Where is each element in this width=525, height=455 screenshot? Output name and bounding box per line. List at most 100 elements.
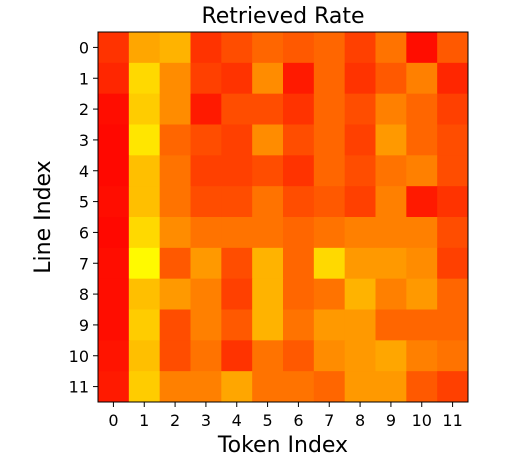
heatmap-cell-r3-c9 bbox=[375, 124, 407, 156]
heatmap-cell-r7-c3 bbox=[190, 247, 222, 280]
heatmap-cell-r7-c8 bbox=[344, 247, 376, 280]
heatmap-cell-r1-c7 bbox=[313, 62, 346, 95]
heatmap-cell-r8-c11 bbox=[437, 278, 469, 310]
heatmap-cell-r5-c7 bbox=[313, 186, 346, 218]
heatmap-cell-r11-c0 bbox=[98, 371, 130, 403]
y-tick-label: 3 bbox=[79, 131, 89, 150]
heatmap-cell-r4-c11 bbox=[437, 155, 469, 187]
heatmap-cell-r11-c4 bbox=[221, 371, 253, 403]
heatmap-cell-r8-c6 bbox=[283, 278, 315, 310]
heatmap-cell-r2-c10 bbox=[406, 93, 438, 125]
heatmap-cell-r4-c8 bbox=[344, 155, 376, 187]
heatmap-cell-r1-c4 bbox=[221, 62, 253, 95]
heatmap-cell-r4-c0 bbox=[98, 155, 130, 187]
heatmap-cell-r7-c5 bbox=[252, 247, 284, 280]
y-tick-label: 9 bbox=[79, 316, 89, 335]
heatmap-cell-r8-c9 bbox=[375, 278, 407, 310]
heatmap-cell-r11-c10 bbox=[406, 371, 438, 403]
heatmap-cell-r4-c9 bbox=[375, 155, 407, 187]
y-tick-label: 0 bbox=[79, 38, 89, 57]
heatmap-cell-r5-c5 bbox=[252, 186, 284, 218]
heatmap-cell-r1-c6 bbox=[283, 62, 315, 95]
heatmap-cell-r10-c5 bbox=[252, 340, 284, 372]
heatmap-cell-r3-c3 bbox=[190, 124, 222, 156]
heatmap-cell-r9-c11 bbox=[437, 309, 469, 341]
heatmap-cell-r10-c0 bbox=[98, 340, 130, 372]
heatmap-cell-r6-c4 bbox=[221, 217, 253, 249]
y-tick-label: 7 bbox=[79, 254, 89, 273]
heatmap-cell-r3-c2 bbox=[159, 124, 191, 156]
x-tick-label: 10 bbox=[412, 411, 432, 430]
heatmap-cell-r9-c7 bbox=[313, 309, 346, 341]
heatmap-cell-r6-c0 bbox=[98, 217, 130, 249]
heatmap-cell-r6-c7 bbox=[313, 217, 346, 249]
heatmap-cell-r8-c8 bbox=[344, 278, 376, 310]
y-tick-label: 2 bbox=[79, 100, 89, 119]
heatmap-cell-r9-c0 bbox=[98, 309, 130, 341]
x-tick-label: 9 bbox=[386, 411, 396, 430]
heatmap-cell-r11-c2 bbox=[159, 371, 191, 403]
x-tick-label: 0 bbox=[108, 411, 118, 430]
heatmap-cell-r2-c7 bbox=[313, 93, 346, 125]
heatmap-cell-r4-c10 bbox=[406, 155, 438, 187]
heatmap-cell-r8-c7 bbox=[313, 278, 346, 310]
heatmap-cell-r3-c7 bbox=[313, 124, 346, 156]
heatmap-cell-r3-c6 bbox=[283, 124, 315, 156]
y-tick-label: 10 bbox=[69, 347, 89, 366]
heatmap-cell-r9-c3 bbox=[190, 309, 222, 341]
heatmap-cell-r6-c5 bbox=[252, 217, 284, 249]
heatmap-cell-r6-c8 bbox=[344, 217, 376, 249]
heatmap-cell-r10-c9 bbox=[375, 340, 407, 372]
heatmap-cell-r11-c11 bbox=[437, 371, 469, 403]
heatmap-cell-r0-c2 bbox=[159, 32, 191, 64]
heatmap-cell-r2-c11 bbox=[437, 93, 469, 125]
heatmap-cell-r5-c11 bbox=[437, 186, 469, 218]
y-tick-label: 6 bbox=[79, 223, 89, 242]
heatmap-cell-r11-c3 bbox=[190, 371, 222, 403]
heatmap-cell-r6-c9 bbox=[375, 217, 407, 249]
heatmap-cell-r4-c1 bbox=[128, 155, 161, 187]
heatmap-cell-r0-c1 bbox=[128, 32, 161, 64]
heatmap-cell-r5-c8 bbox=[344, 186, 376, 218]
chart-title: Retrieved Rate bbox=[201, 4, 364, 29]
heatmap-cell-r4-c6 bbox=[283, 155, 315, 187]
y-tick-label: 11 bbox=[69, 378, 89, 397]
heatmap-cell-r1-c2 bbox=[159, 62, 191, 95]
heatmap-cell-r9-c9 bbox=[375, 309, 407, 341]
heatmap-cell-r9-c6 bbox=[283, 309, 315, 341]
x-tick-label: 1 bbox=[139, 411, 149, 430]
heatmap-cell-r9-c8 bbox=[344, 309, 376, 341]
heatmap-cell-r0-c4 bbox=[221, 32, 253, 64]
heatmap-cell-r5-c10 bbox=[406, 186, 438, 218]
heatmap-cell-r7-c4 bbox=[221, 247, 253, 280]
heatmap-cell-r8-c5 bbox=[252, 278, 284, 310]
x-tick-label: 6 bbox=[293, 411, 303, 430]
x-tick-label: 7 bbox=[324, 411, 334, 430]
heatmap-cell-r10-c4 bbox=[221, 340, 253, 372]
heatmap-cell-r2-c0 bbox=[98, 93, 130, 125]
heatmap-cell-r9-c5 bbox=[252, 309, 284, 341]
heatmap-cell-r0-c10 bbox=[406, 32, 438, 64]
heatmap-cell-r10-c6 bbox=[283, 340, 315, 372]
heatmap-cell-r8-c10 bbox=[406, 278, 438, 310]
heatmap-cell-r6-c2 bbox=[159, 217, 191, 249]
y-tick-label: 8 bbox=[79, 285, 89, 304]
heatmap-cell-r10-c10 bbox=[406, 340, 438, 372]
x-tick-label: 8 bbox=[355, 411, 365, 430]
heatmap-cell-r1-c8 bbox=[344, 62, 376, 95]
heatmap-cell-r3-c8 bbox=[344, 124, 376, 156]
y-axis-label: Line Index bbox=[31, 160, 56, 273]
heatmap-cell-r2-c3 bbox=[190, 93, 222, 125]
x-tick-label: 3 bbox=[201, 411, 211, 430]
heatmap-cell-r4-c4 bbox=[221, 155, 253, 187]
heatmap-cell-r6-c1 bbox=[128, 217, 161, 249]
heatmap-cell-r0-c8 bbox=[344, 32, 376, 64]
heatmap-cell-r2-c6 bbox=[283, 93, 315, 125]
heatmap-cell-r1-c3 bbox=[190, 62, 222, 95]
heatmap-cell-r9-c1 bbox=[128, 309, 161, 341]
heatmap-cell-r2-c8 bbox=[344, 93, 376, 125]
heatmap-cell-r3-c4 bbox=[221, 124, 253, 156]
x-tick-label: 5 bbox=[262, 411, 272, 430]
heatmap-cell-r8-c1 bbox=[128, 278, 161, 310]
heatmap-cell-r2-c1 bbox=[128, 93, 161, 125]
